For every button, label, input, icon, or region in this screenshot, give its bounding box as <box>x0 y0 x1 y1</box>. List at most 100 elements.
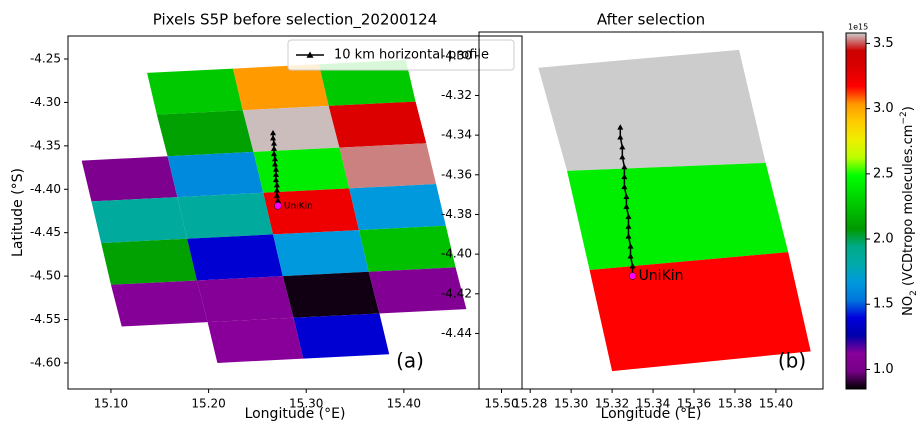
legend-marker <box>306 51 314 58</box>
y-tick-label: -4.36 <box>441 167 472 181</box>
y-tick-label: -4.44 <box>441 326 472 340</box>
y-tick-label: -4.30 <box>441 48 472 62</box>
x-tick-label: 15.40 <box>759 397 793 411</box>
x-tick-label: 15.28 <box>513 397 547 411</box>
profile-marker <box>272 176 279 183</box>
pixel <box>196 276 294 323</box>
pixel <box>81 156 178 202</box>
pixel <box>368 267 467 314</box>
colorbar-tick-label: 3.5 <box>873 36 894 51</box>
profile-marker <box>625 223 632 229</box>
profile-marker <box>271 155 278 162</box>
pixel <box>110 280 208 327</box>
x-tick-label: 15.38 <box>718 397 752 411</box>
profile-marker <box>273 181 280 188</box>
colorbar-label-part: (VCDtropo molecules.cm <box>901 125 916 291</box>
profile-marker <box>627 243 634 249</box>
pixel <box>273 230 369 277</box>
pixel <box>187 234 283 281</box>
profile-line <box>619 127 634 276</box>
profile-marker <box>271 150 278 157</box>
profile-marker <box>271 145 278 151</box>
y-tick-label: -4.42 <box>441 286 472 300</box>
colorbar-tick-label: 3.0 <box>873 101 894 116</box>
pixel <box>358 225 456 272</box>
panel-label: (b) <box>778 349 806 373</box>
colorbar-tick-label: 1.0 <box>873 362 894 377</box>
x-tick-label: 15.36 <box>677 397 711 411</box>
profile-marker <box>629 263 636 269</box>
site-label: UniKin <box>284 201 313 211</box>
y-tick-label: -4.30 <box>30 95 61 109</box>
x-axis-label: Longitude (°E) <box>601 406 702 422</box>
pixel <box>91 197 188 244</box>
x-tick-label: 15.10 <box>94 397 128 411</box>
profile-marker <box>270 135 277 141</box>
pixel <box>349 184 446 231</box>
profile-marker <box>271 161 278 167</box>
y-tick-label: -4.38 <box>441 207 472 221</box>
legend: 10 km horizontal profile <box>287 39 515 71</box>
pixel <box>293 313 390 359</box>
profile-marker <box>621 183 628 190</box>
pixel <box>147 68 243 115</box>
plot-area <box>538 49 811 372</box>
site-point <box>628 272 637 280</box>
profile-marker <box>625 213 632 219</box>
y-tick-label: -4.34 <box>441 128 472 142</box>
profile-marker <box>274 197 281 203</box>
panel-label: (a) <box>396 349 424 373</box>
x-tick-label: 15.30 <box>554 397 588 411</box>
y-tick-label: -4.35 <box>30 138 61 152</box>
profile-marker <box>271 140 278 146</box>
pixel <box>167 151 264 198</box>
y-tick-label: -4.55 <box>30 312 61 326</box>
site-label: UniKin <box>639 268 684 284</box>
y-tick-label: -4.60 <box>30 355 61 369</box>
pixel <box>282 271 380 318</box>
profile-marker <box>617 124 624 130</box>
plot-area <box>81 59 467 363</box>
colorbar-tick-label: 2.5 <box>873 166 894 181</box>
x-tick-label: 15.30 <box>289 397 323 411</box>
profile-marker <box>627 253 634 259</box>
pixel <box>538 49 766 171</box>
profile-marker <box>623 193 630 200</box>
axes-frame <box>67 35 523 390</box>
pixel <box>328 101 427 148</box>
pixel <box>253 147 350 193</box>
chart-title: After selection <box>597 11 705 29</box>
profile-marker <box>619 144 626 150</box>
y-axis-label: Latitude (°S) <box>10 168 26 257</box>
colorbar-label-part: NO <box>901 296 916 316</box>
colorbar <box>845 32 867 390</box>
x-tick-label: 15.20 <box>191 397 225 411</box>
profile-marker <box>273 187 280 193</box>
pixel <box>263 188 359 235</box>
x-axis-label: Longitude (°E) <box>245 406 346 422</box>
pixel <box>101 238 197 285</box>
colorbar-label-part: ) <box>901 106 916 111</box>
y-tick-label: -4.32 <box>441 88 472 102</box>
profile-marker <box>617 134 624 140</box>
profile-marker <box>619 153 626 160</box>
y-tick-label: -4.45 <box>30 225 61 239</box>
legend-label: 10 km horizontal profile <box>334 48 489 63</box>
pixel <box>207 317 304 363</box>
pixel <box>177 192 274 239</box>
colorbar-label: NO2 (VCDtropo molecules.cm−2) <box>899 106 919 316</box>
pixel <box>233 64 329 111</box>
profile-marker <box>621 163 628 170</box>
pixel <box>589 252 811 372</box>
profile-marker <box>621 173 628 180</box>
profile-marker <box>270 129 277 136</box>
profile-marker <box>273 192 280 198</box>
y-tick-label: -4.40 <box>30 182 61 196</box>
pixel <box>567 162 789 270</box>
x-tick-label: 15.34 <box>636 397 670 411</box>
profile-marker <box>625 233 632 239</box>
chart-title: Pixels S5P before selection_20200124 <box>153 11 437 30</box>
pixel <box>318 59 416 106</box>
profile-marker <box>272 166 279 172</box>
x-tick-label: 15.40 <box>387 397 421 411</box>
